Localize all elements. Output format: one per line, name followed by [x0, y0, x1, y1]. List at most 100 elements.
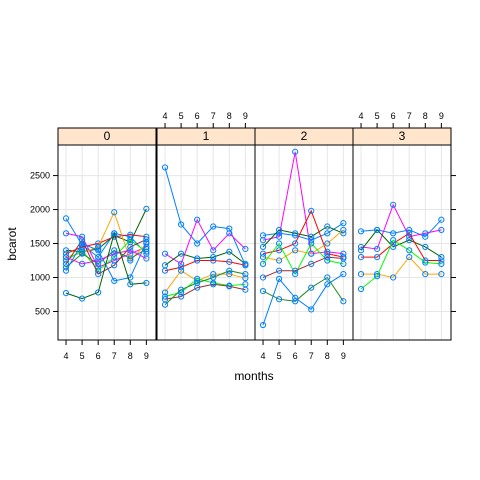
- point-2-1-1: [275, 233, 283, 240]
- point-0-1-0: [62, 230, 70, 237]
- point-0-5-4: [127, 237, 134, 244]
- x-tick-label-3-2: 6: [391, 111, 396, 121]
- strip-label-0: 0: [104, 129, 111, 143]
- series-line-3-2: [360, 229, 442, 258]
- x-tick-label-2-5: 9: [341, 351, 346, 361]
- point-1-7-2: [194, 279, 201, 287]
- point-0-4-4: [127, 257, 134, 264]
- point-2-4-4: [324, 240, 331, 247]
- y-axis-right: [451, 175, 456, 312]
- series-line-1-6: [164, 283, 246, 300]
- x-tick-label-1-5: 9: [243, 111, 248, 121]
- x-tick-label-0-3: 7: [112, 351, 117, 361]
- point-3-3-0: [357, 254, 365, 261]
- point-1-2-1: [177, 250, 185, 257]
- x-tick-label-0-5: 9: [144, 351, 149, 361]
- point-3-5-5: [438, 260, 445, 268]
- point-3-4-5: [438, 270, 445, 278]
- point-0-10-1: [78, 295, 86, 302]
- point-1-4-3: [210, 270, 217, 278]
- point-3-5-4: [422, 259, 429, 266]
- point-2-7-1: [275, 296, 283, 303]
- x-tick-label-0-4: 8: [128, 351, 133, 361]
- x-tick-label-3-1: 5: [375, 111, 380, 121]
- point-2-0-2: [292, 232, 299, 239]
- point-0-9-5: [143, 255, 150, 262]
- point-2-3-4: [324, 250, 331, 257]
- point-2-2-3: [308, 233, 315, 240]
- strip-label-3: 3: [399, 129, 406, 143]
- point-2-6-1: [275, 267, 283, 274]
- point-0-10-2: [95, 289, 102, 296]
- point-0-7-3: [111, 247, 118, 254]
- point-1-2-4: [226, 248, 233, 255]
- point-3-4-2: [390, 274, 397, 281]
- point-0-8-0: [62, 267, 70, 274]
- point-2-3-3: [308, 207, 315, 215]
- point-1-2-2: [194, 255, 201, 262]
- x-axis-bottom: 4 5 6 7 8 9 4 5 6 7 8 9: [64, 340, 346, 361]
- series-line-2-6: [262, 256, 344, 278]
- point-2-4-3: [308, 250, 315, 257]
- point-2-0-4: [324, 230, 331, 237]
- point-0-2-0: [62, 247, 70, 254]
- point-3-3-1: [373, 254, 381, 261]
- x-tick-label-1-4: 8: [227, 111, 232, 121]
- point-3-1-1: [373, 245, 381, 253]
- series-line-1-4: [164, 270, 246, 293]
- point-2-6-4: [324, 254, 331, 261]
- point-0-2-5: [143, 205, 150, 212]
- point-2-4-1: [275, 257, 283, 264]
- series-line-3-3: [361, 232, 442, 261]
- point-2-6-0: [259, 274, 267, 281]
- x-tick-label-0-2: 6: [96, 351, 101, 361]
- point-2-5-3: [308, 240, 315, 247]
- point-3-5-1: [373, 273, 381, 280]
- point-2-6-5: [340, 255, 347, 262]
- point-0-8-3: [111, 277, 118, 284]
- point-3-1-5: [438, 226, 445, 234]
- point-2-3-2: [292, 240, 299, 247]
- x-tick-label-1-1: 5: [179, 111, 184, 121]
- panel-border-2: [254, 144, 354, 341]
- x-tick-label-1-2: 6: [195, 111, 200, 121]
- x-axis-title: months: [234, 369, 273, 383]
- point-2-3-0: [259, 250, 267, 257]
- series-line-2-5: [262, 242, 344, 276]
- point-0-6-1: [78, 237, 86, 244]
- y-tick-label-4: 2500: [30, 171, 50, 181]
- point-3-2-0: [357, 247, 365, 254]
- point-1-4-5: [242, 275, 249, 282]
- point-3-2-5: [438, 254, 445, 261]
- point-2-5-1: [275, 240, 283, 247]
- point-3-0-2: [390, 230, 397, 237]
- point-1-3-5: [242, 262, 249, 269]
- series-line-2-1: [262, 151, 344, 255]
- point-3-4-4: [422, 270, 429, 278]
- point-2-8-3: [308, 306, 315, 313]
- x-tick-label-3-5: 9: [439, 111, 444, 121]
- series-line-1-3: [164, 260, 246, 272]
- x-tick-label-0-0: 4: [64, 351, 69, 361]
- point-1-0-0: [161, 164, 169, 171]
- point-0-5-1: [78, 247, 86, 254]
- x-tick-label-1-3: 7: [211, 111, 216, 121]
- point-1-4-4: [226, 270, 233, 278]
- point-1-0-1: [177, 221, 185, 228]
- point-1-4-1: [177, 267, 185, 274]
- point-3-2-1: [373, 226, 381, 234]
- strips: 0 1 2 3: [57, 127, 452, 146]
- point-2-1-0: [259, 237, 267, 244]
- point-2-2-2: [292, 230, 299, 237]
- point-1-7-1: [177, 286, 185, 293]
- point-0-4-2: [95, 243, 102, 251]
- point-3-0-0: [357, 228, 365, 235]
- point-2-5-0: [259, 260, 267, 268]
- point-0-10-5: [143, 279, 150, 287]
- point-1-3-3: [210, 257, 217, 264]
- strip-label-1: 1: [203, 129, 210, 143]
- point-2-8-0: [259, 321, 267, 329]
- point-0-10-4: [127, 281, 134, 288]
- point-3-5-2: [390, 237, 397, 244]
